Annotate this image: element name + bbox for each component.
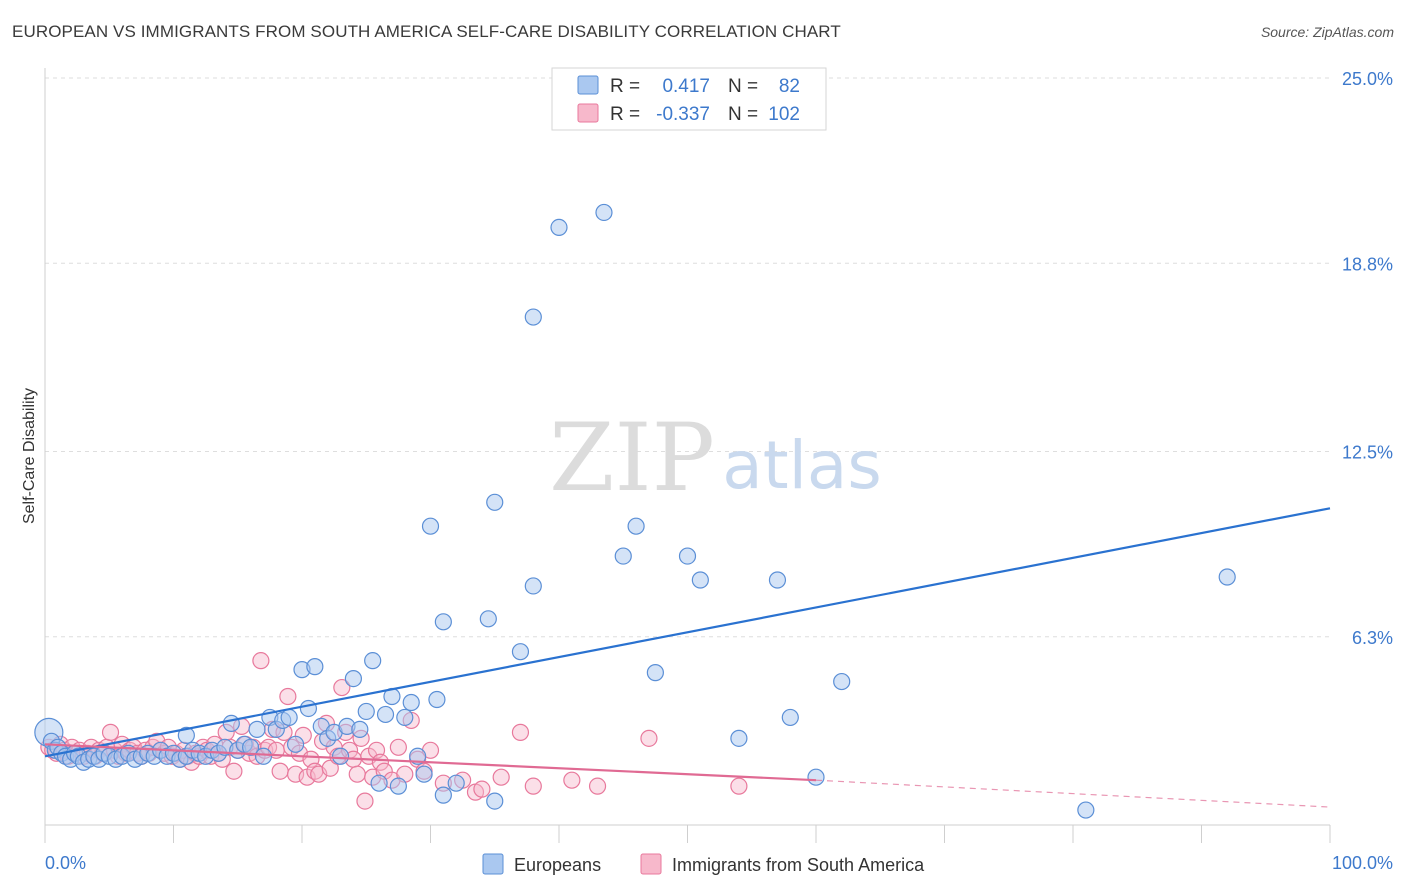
europeans-point — [254, 747, 273, 765]
chart-title: EUROPEAN VS IMMIGRANTS FROM SOUTH AMERIC… — [12, 22, 841, 41]
europeans-point — [511, 643, 530, 661]
source-label: Source: ZipAtlas.com — [1260, 24, 1394, 40]
europeans-point — [447, 774, 465, 792]
europeans-point — [781, 708, 799, 727]
europeans-point — [364, 652, 382, 670]
legend-r-value-south-america: -0.337 — [656, 104, 710, 125]
europeans-point — [486, 792, 504, 810]
europeans-point — [434, 613, 452, 631]
europeans-point — [691, 571, 709, 589]
south-america-trend-extension — [815, 779, 1331, 808]
europeans-point — [299, 699, 318, 718]
europeans-point — [524, 308, 542, 326]
y-tick-label: 12.5% — [1342, 443, 1393, 463]
legend-n-label-south-america: N = — [728, 104, 758, 125]
europeans-point — [428, 690, 446, 709]
south-america-point — [271, 762, 289, 780]
europeans-point — [415, 765, 433, 783]
south-america-point — [333, 678, 351, 697]
europeans-point — [331, 747, 350, 765]
europeans-point — [1077, 801, 1095, 819]
europeans-point — [807, 768, 825, 786]
south-america-point — [524, 777, 542, 795]
europeans-point — [177, 726, 195, 744]
watermark: ZIP atlas — [549, 404, 882, 513]
legend-swatch-europeans — [577, 75, 599, 95]
legend-r-value-europeans: 0.417 — [662, 76, 710, 97]
bottom-legend-swatch-south-america — [640, 853, 662, 875]
south-america-point — [492, 768, 510, 786]
south-america-point — [101, 723, 120, 741]
legend-r-label-south-america: R = — [610, 104, 640, 125]
south-america-point — [252, 652, 270, 670]
south-america-point — [321, 759, 339, 777]
south-america-point — [473, 780, 491, 798]
europeans-point — [286, 735, 305, 753]
bottom-legend-south-america: Immigrants from South America — [672, 855, 925, 875]
south-america-point — [348, 765, 366, 783]
trend-lines — [44, 507, 1331, 808]
europeans-trend-line — [44, 507, 1331, 758]
europeans-point — [409, 747, 427, 765]
x-tick-label-max: 100.0% — [1332, 853, 1393, 873]
europeans-point — [833, 672, 851, 691]
bottom-legend-europeans: Europeans — [514, 855, 601, 875]
south-america-point — [356, 792, 374, 810]
europeans-point — [248, 720, 266, 738]
europeans-point — [550, 218, 568, 236]
watermark-atlas: atlas — [722, 427, 882, 504]
y-tick-label: 6.3% — [1352, 628, 1393, 648]
legend-swatch-south-america — [577, 103, 599, 123]
europeans-point — [486, 493, 504, 511]
south-america-point — [588, 777, 607, 795]
bottom-legend-swatch-europeans — [482, 853, 504, 875]
legend-n-value-south-america: 102 — [768, 104, 800, 125]
europeans-point — [768, 571, 787, 589]
europeans-point — [646, 664, 664, 682]
europeans-point — [627, 517, 645, 535]
europeans-point — [306, 658, 324, 676]
south-america-point — [563, 771, 581, 789]
south-america-point — [730, 777, 748, 795]
europeans-point — [344, 669, 362, 688]
legend-r-label-europeans: R = — [610, 76, 640, 97]
europeans-point — [242, 738, 260, 756]
bottom-legend: Europeans Immigrants from South America — [482, 853, 925, 875]
y-tick-label: 18.8% — [1342, 254, 1393, 274]
south-america-point — [389, 738, 407, 756]
europeans-point — [351, 720, 369, 738]
legend-box: R = 0.417 N = 82 R = -0.337 N = 102 — [551, 67, 827, 131]
south-america-point — [371, 753, 389, 771]
europeans-point — [222, 714, 240, 733]
europeans-point — [357, 702, 375, 721]
legend-n-label-europeans: N = — [728, 76, 758, 97]
europeans-point — [389, 777, 407, 795]
europeans-point — [370, 774, 388, 792]
europeans-point — [376, 705, 395, 724]
europeans-point — [1218, 568, 1236, 586]
europeans-point — [730, 729, 748, 747]
south-america-point — [225, 762, 243, 780]
y-axis-label: Self-Care Disability — [21, 388, 38, 524]
watermark-zip: ZIP — [549, 404, 715, 513]
europeans-point — [434, 786, 452, 804]
europeans-point — [479, 610, 497, 628]
europeans-point — [402, 693, 420, 712]
europeans-point — [421, 517, 440, 535]
south-america-point — [511, 723, 530, 741]
europeans-point — [595, 203, 613, 222]
legend-n-value-europeans: 82 — [779, 76, 800, 97]
europeans-point — [396, 708, 414, 727]
europeans-point — [524, 577, 542, 595]
x-tick-label-min: 0.0% — [45, 853, 86, 873]
europeans-point — [678, 547, 697, 565]
europeans-point — [614, 547, 632, 565]
south-america-point — [279, 687, 297, 706]
europeans-point — [280, 708, 298, 727]
south-america-trend-line — [44, 743, 817, 782]
axis-layer: 6.3% 12.5% 18.8% 25.0% 0.0% 100.0% — [44, 68, 1393, 873]
south-america-point — [640, 729, 658, 747]
y-tick-label: 25.0% — [1342, 69, 1393, 89]
